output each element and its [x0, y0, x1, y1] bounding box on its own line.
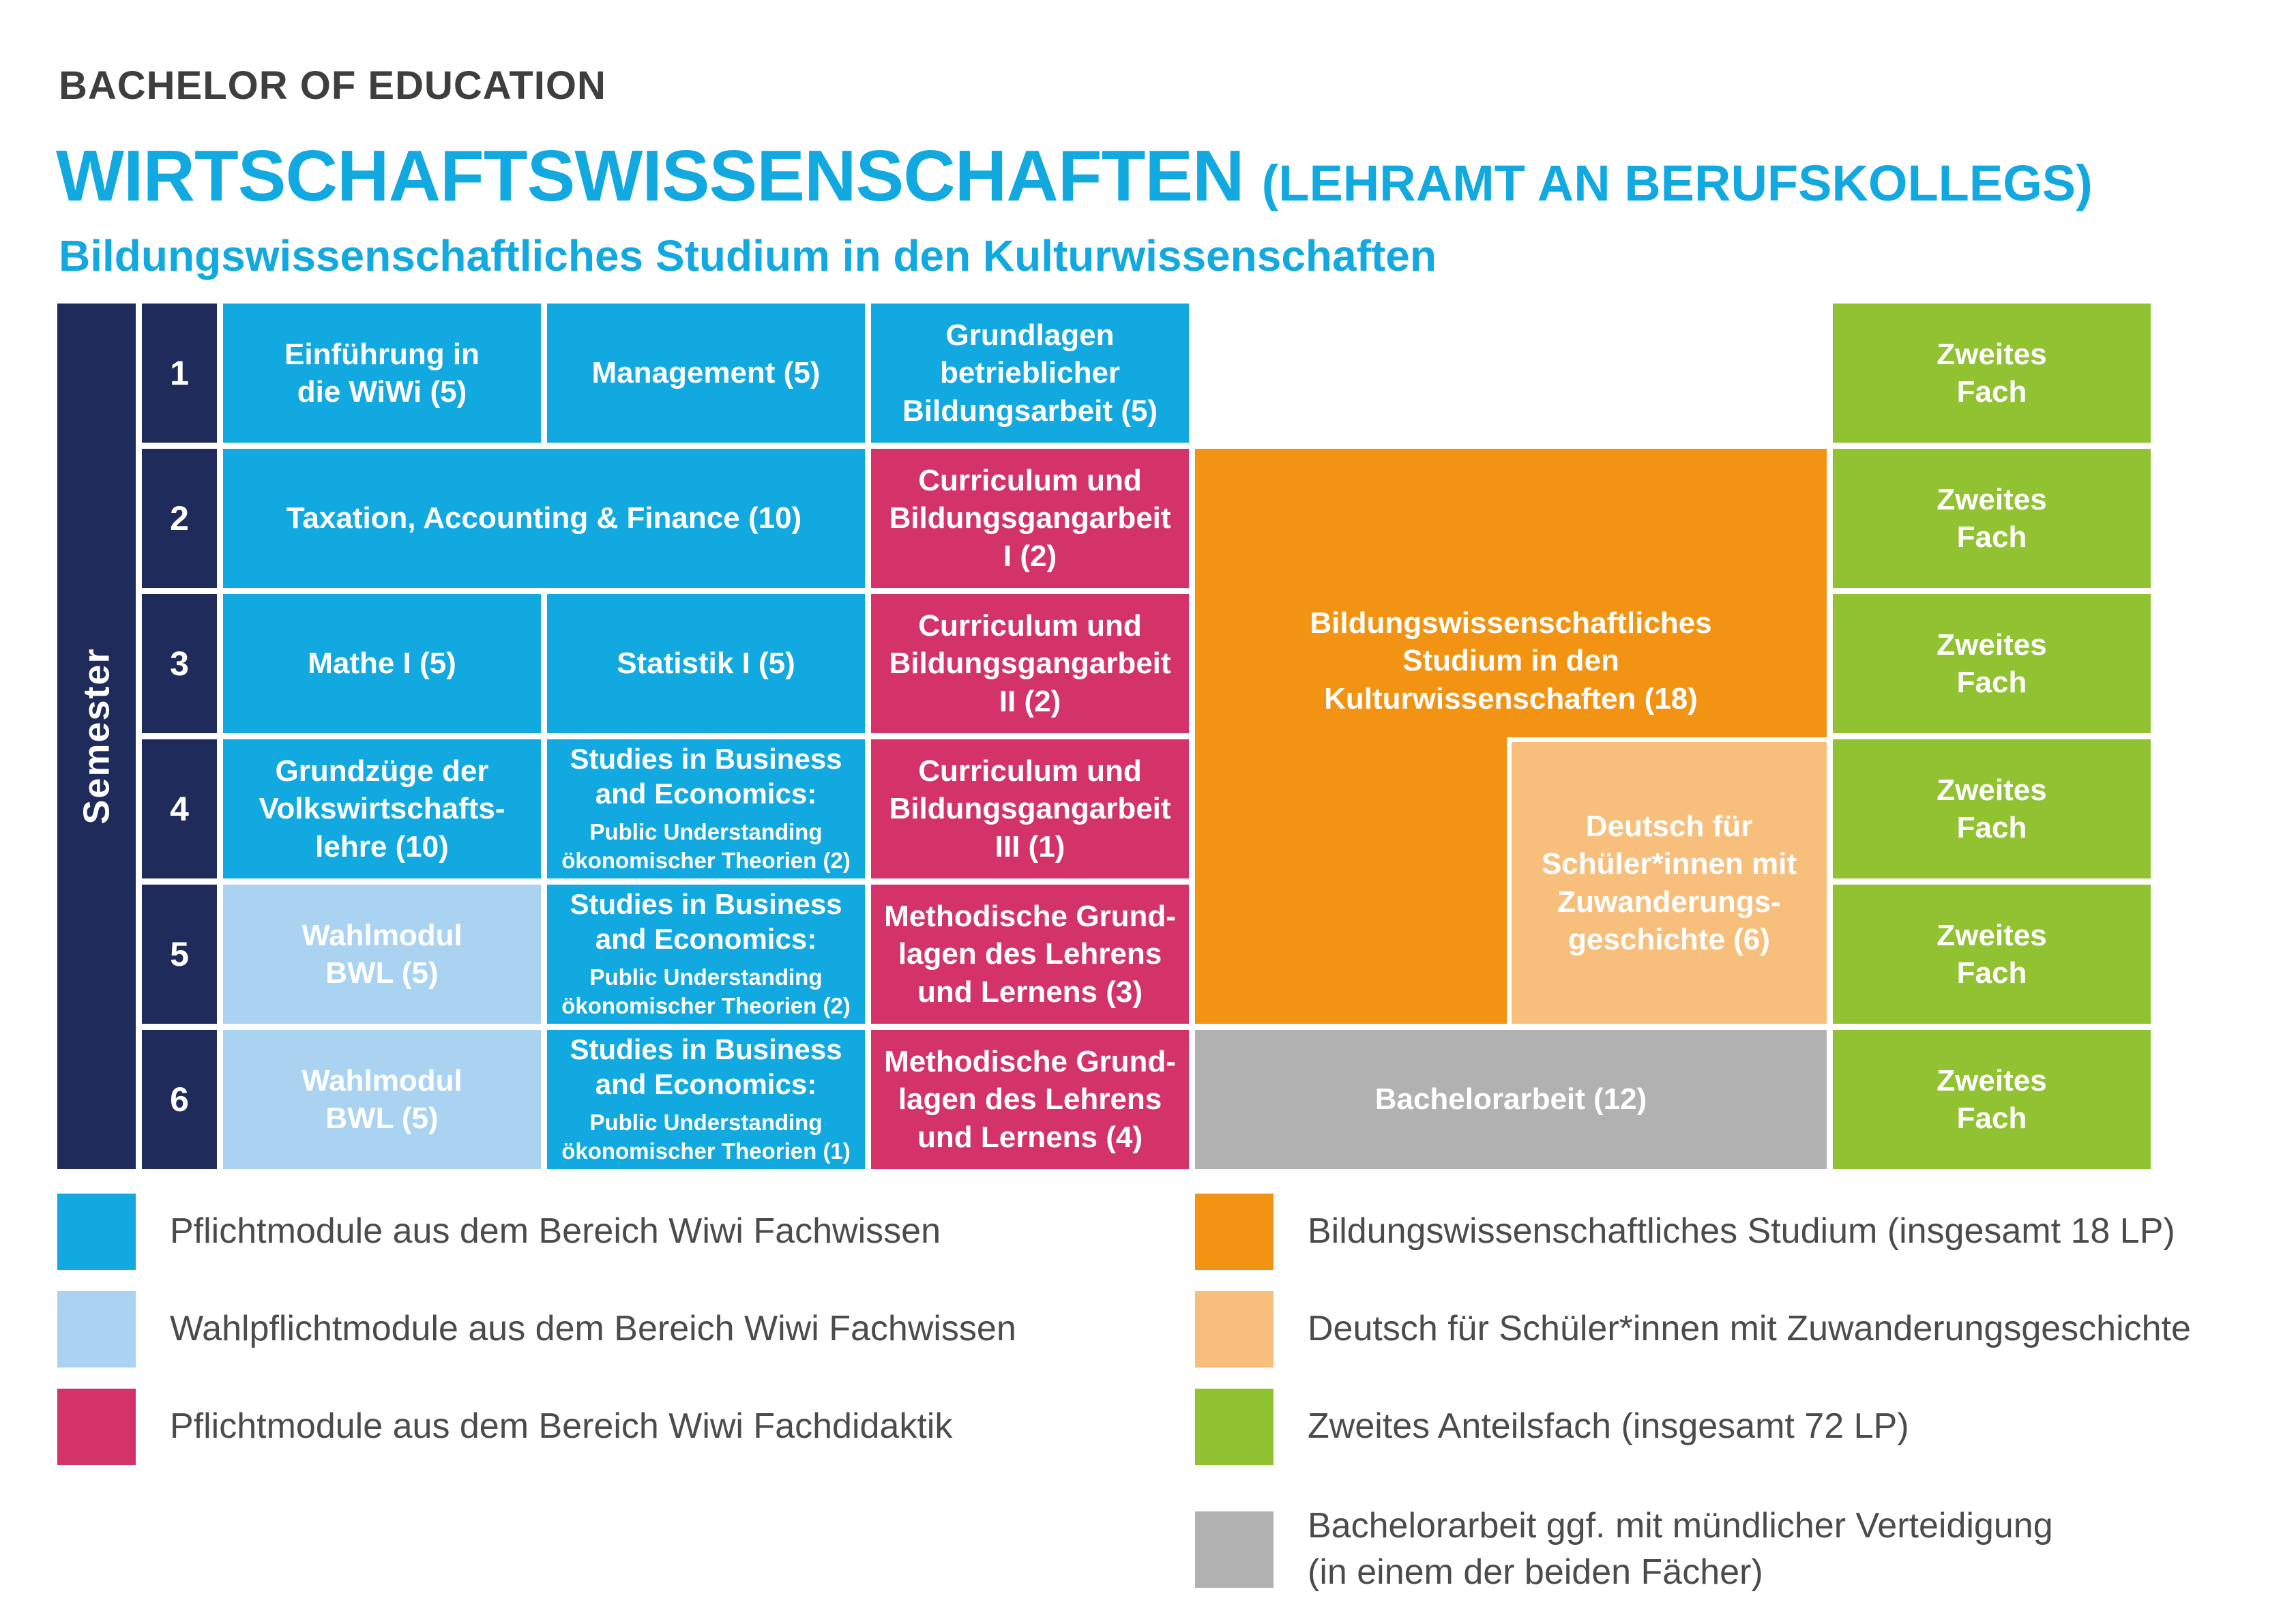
module-management: Management (5) — [547, 304, 865, 443]
cell-zweites-fach-s6: Zweites Fach — [1833, 1030, 2151, 1169]
block-deutsch-fuer-schuelerinnen: Deutsch für Schüler*innen mit Zuwanderun… — [1507, 737, 1827, 1024]
module-curriculum-bildungsgangarbeit-1: Curriculum und Bildungsgangarbeit I (2) — [871, 449, 1189, 588]
module-curriculum-bildungsgangarbeit-3: Curriculum und Bildungsgangarbeit III (1… — [871, 739, 1189, 878]
legend-label: Pflichtmodule aus dem Bereich Wiwi Fachd… — [170, 1406, 953, 1447]
legend-label: Zweites Anteilsfach (insgesamt 72 LP) — [1308, 1406, 1909, 1447]
legend-label: Pflichtmodule aus dem Bereich Wiwi Fachw… — [170, 1211, 941, 1252]
legend-swatch-gray — [1195, 1511, 1274, 1588]
studies-title: Studies in Business and Economics: — [570, 743, 842, 810]
module-statistik-1: Statistik I (5) — [547, 594, 865, 733]
module-studies-business-economics-s5: Studies in Business and Economics: Publi… — [547, 885, 865, 1024]
legend-item-wahlpflichtmodule-fachwissen: Wahlpflichtmodule aus dem Bereich Wiwi F… — [57, 1291, 1016, 1368]
legend-label: Bildungswissenschaftliches Studium (insg… — [1308, 1211, 2175, 1252]
cell-zweites-fach-s5: Zweites Fach — [1833, 885, 2151, 1024]
module-taxation-accounting-finance: Taxation, Accounting & Finance (10) — [223, 449, 865, 588]
legend-item-deutsch-fuer-schuelerinnen: Deutsch für Schüler*innen mit Zuwanderun… — [1195, 1291, 2191, 1368]
studies-title: Studies in Business and Economics: — [570, 1033, 842, 1100]
module-mathe-1: Mathe I (5) — [223, 594, 541, 733]
page-subtitle: Bildungswissenschaftliches Studium in de… — [59, 231, 1437, 280]
legend-swatch-cyan — [57, 1194, 136, 1270]
legend-label: Wahlpflichtmodule aus dem Bereich Wiwi F… — [170, 1309, 1016, 1349]
legend-swatch-orange — [1195, 1194, 1274, 1270]
semester-number-4: 4 — [142, 739, 217, 878]
module-methodische-grundlagen-3: Methodische Grund- lagen des Lehrens und… — [871, 885, 1189, 1024]
semester-number-2: 2 — [142, 449, 217, 588]
page-title: WIRTSCHAFTSWISSENSCHAFTEN (LEHRAMT AN BE… — [56, 135, 2093, 218]
legend-item-pflichtmodule-fachwissen: Pflichtmodule aus dem Bereich Wiwi Fachw… — [57, 1194, 941, 1270]
cell-zweites-fach-s1: Zweites Fach — [1833, 304, 2151, 443]
legend-item-pflichtmodule-fachdidaktik: Pflichtmodule aus dem Bereich Wiwi Fachd… — [57, 1389, 952, 1465]
page-title-note: (LEHRAMT AN BERUFSKOLLEGS) — [1261, 155, 2093, 211]
legend-label: Deutsch für Schüler*innen mit Zuwanderun… — [1308, 1309, 2191, 1349]
module-studies-business-economics-s6: Studies in Business and Economics: Publi… — [547, 1030, 865, 1169]
semester-number-5: 5 — [142, 885, 217, 1024]
semester-axis-column: Semester — [57, 304, 136, 1169]
legend-item-bildungswissenschaftliches-studium: Bildungswissenschaftliches Studium (insg… — [1195, 1194, 2175, 1270]
cell-zweites-fach-s2: Zweites Fach — [1833, 449, 2151, 588]
module-methodische-grundlagen-4: Methodische Grund- lagen des Lehrens und… — [871, 1030, 1189, 1169]
module-wahlmodul-bwl-s5: Wahlmodul BWL (5) — [223, 885, 541, 1024]
legend-swatch-lightblue — [57, 1291, 136, 1368]
module-wahlmodul-bwl-s6: Wahlmodul BWL (5) — [223, 1030, 541, 1169]
legend-label: Bachelorarbeit ggf. mit mündlicher Verte… — [1308, 1506, 2053, 1592]
cell-zweites-fach-s3: Zweites Fach — [1833, 594, 2151, 733]
module-einfuehrung-wiwi: Einführung in die WiWi (5) — [223, 304, 541, 443]
semester-axis-label: Semester — [76, 647, 117, 825]
legend-item-zweites-anteilsfach: Zweites Anteilsfach (insgesamt 72 LP) — [1195, 1389, 1909, 1465]
module-studies-business-economics-s4: Studies in Business and Economics: Publi… — [547, 739, 865, 878]
module-curriculum-bildungsgangarbeit-2: Curriculum und Bildungsgangarbeit II (2) — [871, 594, 1189, 733]
studies-subtitle: Public Understanding ökonomischer Theori… — [561, 1110, 851, 1164]
semester-number-1: 1 — [142, 304, 217, 443]
studies-title: Studies in Business and Economics: — [570, 888, 842, 955]
semester-number-6: 6 — [142, 1030, 217, 1169]
module-grundlagen-bildungsarbeit: Grundlagen betrieblicher Bildungsarbeit … — [871, 304, 1189, 443]
module-volkswirtschaftslehre: Grundzüge der Volkswirtschafts- lehre (1… — [223, 739, 541, 878]
studies-subtitle: Public Understanding ökonomischer Theori… — [561, 819, 851, 874]
legend-swatch-lightorange — [1195, 1291, 1274, 1368]
cell-zweites-fach-s4: Zweites Fach — [1833, 739, 2151, 878]
block-bachelorarbeit: Bachelorarbeit (12) — [1195, 1030, 1827, 1169]
legend-item-bachelorarbeit: Bachelorarbeit ggf. mit mündlicher Verte… — [1195, 1503, 2053, 1595]
program-label: BACHELOR OF EDUCATION — [59, 63, 606, 108]
semester-number-3: 3 — [142, 594, 217, 733]
page-title-main: WIRTSCHAFTSWISSENSCHAFTEN — [56, 136, 1245, 216]
legend-swatch-pink — [57, 1389, 136, 1465]
legend-swatch-green — [1195, 1389, 1274, 1465]
studies-subtitle: Public Understanding ökonomischer Theori… — [561, 964, 851, 1019]
